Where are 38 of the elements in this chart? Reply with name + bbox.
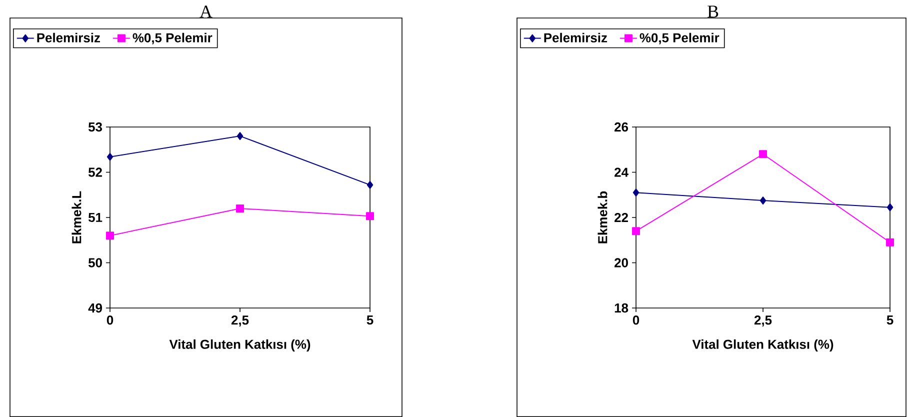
- x-tick-label: 0: [632, 316, 640, 325]
- point: [106, 232, 114, 240]
- point: [760, 196, 766, 205]
- y-tick-label: 20: [614, 258, 628, 268]
- y-tick-label: 26: [614, 122, 628, 132]
- y-axis-title: Ekmek.b: [598, 191, 608, 244]
- y-tick-label: 52: [88, 168, 102, 177]
- chart-title: A: [200, 6, 212, 18]
- point: [759, 150, 768, 158]
- point: [632, 227, 640, 236]
- point: [886, 238, 894, 246]
- point: [366, 212, 374, 220]
- y-tick-label: 51: [88, 212, 102, 222]
- legend-label: %0,5 Pelemir: [132, 32, 212, 44]
- point: [236, 132, 244, 140]
- point: [886, 203, 894, 212]
- y-tick-label: 24: [614, 168, 628, 177]
- x-tick-label: 5: [886, 316, 894, 325]
- chart-title: B: [708, 6, 718, 18]
- point: [632, 188, 640, 197]
- y-tick-label: 22: [614, 212, 628, 222]
- x-tick-label: 2,5: [754, 316, 772, 327]
- x-axis-title: Vital Gluten Katkısı (%): [169, 339, 310, 352]
- point: [236, 204, 244, 212]
- point: [106, 152, 114, 161]
- x-tick-label: 0: [106, 316, 114, 325]
- y-tick-label: 49: [88, 303, 102, 313]
- legend-label: Pelemirsiz: [544, 32, 608, 42]
- x-axis-title: Vital Gluten Katkısı (%): [692, 339, 834, 352]
- legend-label: Pelemirsiz: [37, 32, 100, 42]
- x-tick-label: 2,5: [231, 316, 249, 327]
- y-tick-label: 50: [88, 258, 102, 268]
- y-axis-title: Ekmek.L: [72, 191, 82, 244]
- y-tick-label: 18: [614, 303, 628, 313]
- legend-label: %0,5 Pelemir: [640, 32, 720, 44]
- point: [366, 180, 374, 189]
- x-tick-label: 5: [366, 316, 374, 325]
- y-tick-label: 53: [88, 122, 102, 132]
